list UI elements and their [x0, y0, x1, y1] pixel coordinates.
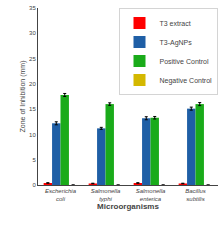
svg-text:Positive Control: Positive Control: [160, 58, 209, 65]
svg-text:10: 10: [29, 132, 36, 138]
svg-text:Salmonellaenterica: Salmonellaenterica: [136, 188, 166, 202]
svg-text:Microorganisms: Microorganisms: [97, 202, 159, 211]
svg-text:Escherichiacoli: Escherichiacoli: [45, 188, 77, 202]
svg-text:Salmonellatyphi: Salmonellatyphi: [91, 188, 121, 202]
svg-text:20: 20: [29, 81, 36, 87]
svg-text:25: 25: [29, 56, 36, 62]
svg-text:30: 30: [29, 30, 36, 36]
svg-text:Bacillussubtilis: Bacillussubtilis: [185, 188, 206, 202]
svg-text:T3-AgNPs: T3-AgNPs: [160, 39, 193, 47]
svg-text:15: 15: [29, 106, 36, 112]
svg-text:35: 35: [29, 5, 36, 11]
svg-text:5: 5: [32, 157, 36, 163]
svg-text:0: 0: [32, 182, 36, 188]
svg-text:Negative Control: Negative Control: [160, 77, 213, 85]
svg-text:Zone of Inhibition (mm): Zone of Inhibition (mm): [19, 61, 27, 133]
svg-text:T3 extract: T3 extract: [160, 20, 191, 27]
